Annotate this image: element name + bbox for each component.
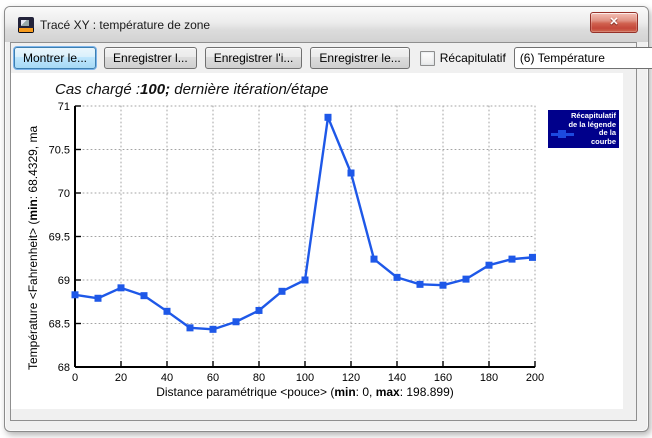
save-image-button[interactable]: Enregistrer l'i... [204,47,303,69]
x-tick-label: 40 [161,372,173,384]
app-icon [18,16,34,33]
data-point [370,255,378,263]
x-axis-label: Distance paramétrique <pouce> (min: 0, m… [156,385,454,399]
summary-checkbox[interactable] [419,50,435,66]
y-tick-label: 69.5 [49,232,70,244]
x-tick-label: 120 [342,372,360,384]
data-point [186,324,194,332]
data-point [347,169,355,177]
y-tick-label: 70.5 [49,145,70,157]
data-point [255,306,263,314]
x-tick-label: 0 [72,372,78,384]
data-point [528,253,536,261]
chart-svg: 0 20 40 60 80 100 120 140 160 180 200 68 68.5 69 69.5 7… [26,81,544,399]
save-file-button[interactable]: Enregistrer le... [310,47,410,69]
x-tick-label: 180 [480,372,498,384]
curve-select-value: (6) Température [519,51,605,65]
save-data-button[interactable]: Enregistrer l... [104,47,197,69]
show-curve-button[interactable]: Montrer le... [14,47,97,69]
data-point [209,325,217,333]
legend-line: de la [598,128,616,137]
legend-line: courbe [590,136,616,146]
chart-panel: 0 20 40 60 80 100 120 140 160 180 200 68 68.5 69 69.5 7… [11,73,623,409]
data-point [462,275,470,283]
data-point [232,318,240,326]
dialog-window: Tracé XY : température de zone ✕ Montrer… [4,6,652,432]
y-axis-label: Température <Fahrenheit> (min: 68.4329, … [26,126,40,370]
chart-title: Cas chargé :100; dernière itération/étap… [55,81,329,98]
title-bar[interactable]: Tracé XY : température de zone ✕ [5,7,648,42]
client-area: Montrer le... Enregistrer l... Enregistr… [10,42,652,421]
data-point [117,284,125,292]
close-icon: ✕ [609,16,619,28]
x-tick-label: 200 [526,372,544,384]
y-tick-label: 69 [58,275,70,287]
x-tick-label: 20 [115,372,127,384]
data-point [278,287,286,295]
toolbar: Montrer le... Enregistrer l... Enregistr… [11,43,652,73]
data-point [301,276,309,284]
data-point [393,273,401,281]
data-point [71,291,79,299]
legend-line: Récapitulatif [570,111,616,120]
y-tick-label: 71 [58,101,70,113]
data-point [94,294,102,302]
y-tick-label: 70 [58,188,70,200]
x-tick-label: 160 [434,372,452,384]
legend-series-marker-icon [551,130,574,138]
legend-line: de la légende [568,119,616,129]
y-tick-label: 68.5 [49,319,70,331]
y-tick-label: 68 [58,362,70,374]
x-tick-label: 60 [207,372,219,384]
data-point [508,255,516,263]
summary-checkbox-label[interactable]: Récapitulatif [439,51,506,65]
x-tick-label: 100 [296,372,314,384]
data-point [140,292,148,300]
legend: Récapitulatif de la légende de la courbe [548,110,619,148]
curve-select-dropdown[interactable]: (6) Température [513,47,652,69]
close-button[interactable]: ✕ [590,12,638,33]
data-point [485,261,493,269]
window-title: Tracé XY : température de zone [40,17,211,32]
data-point [416,280,424,288]
x-tick-label: 80 [253,372,265,384]
data-point [324,113,332,121]
x-tick-label: 140 [388,372,406,384]
data-point [163,307,171,315]
data-point [439,281,447,289]
